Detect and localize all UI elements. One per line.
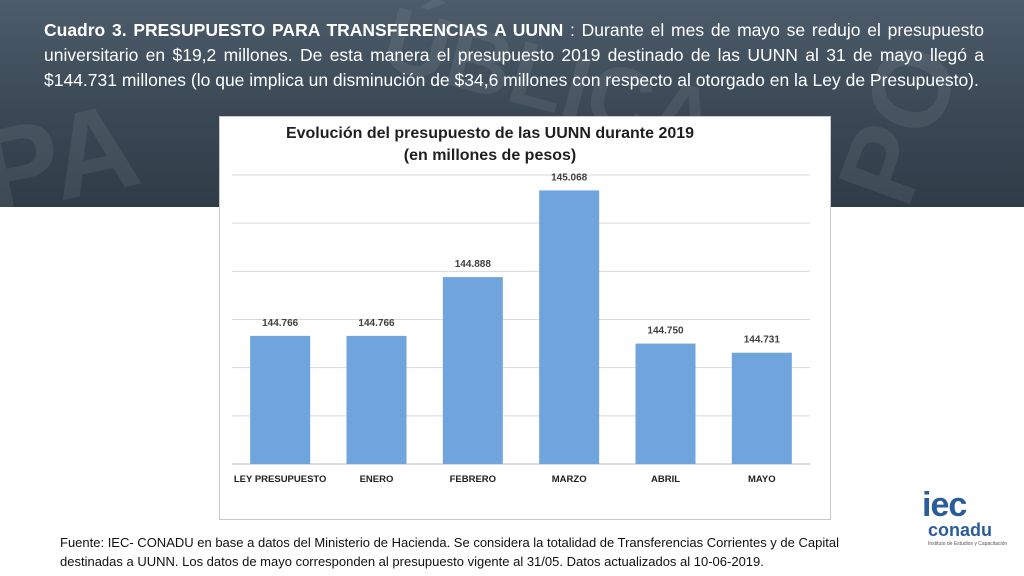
intro-paragraph: Cuadro 3. PRESUPUESTO PARA TRANSFERENCIA… bbox=[44, 18, 984, 93]
data-label: 144.750 bbox=[647, 326, 684, 337]
x-tick-label: ABRIL bbox=[651, 474, 680, 485]
logo-brand-top: iec bbox=[922, 486, 967, 524]
watermark-graphic: PA bbox=[0, 77, 151, 207]
x-tick-label: MARZO bbox=[552, 474, 587, 485]
intro-label: Cuadro 3. PRESUPUESTO PARA TRANSFERENCIA… bbox=[44, 20, 564, 40]
intro-text: : Durante el mes de mayo se redujo el pr… bbox=[44, 20, 984, 90]
bar-abril bbox=[635, 343, 696, 464]
chart-title-line2: (en millones de pesos) bbox=[403, 147, 577, 164]
iec-conadu-logo: iec conadu Instituto de Estudios y Capac… bbox=[920, 486, 1020, 552]
bar-febrero bbox=[442, 277, 503, 464]
logo-subtitle: Instituto de Estudios y Capacitación bbox=[928, 541, 1008, 547]
x-tick-label: ENERO bbox=[360, 474, 394, 485]
x-tick-label: LEY PRESUPUESTO bbox=[234, 474, 327, 485]
logo-brand-bottom: conadu bbox=[928, 520, 993, 540]
chart-container: Evolución del presupuesto de las UUNN du… bbox=[219, 116, 831, 520]
data-label: 144.888 bbox=[455, 259, 492, 270]
chart-title-line1: Evolución del presupuesto de las UUNN du… bbox=[285, 125, 695, 142]
chart-title: Evolución del presupuesto de las UUNN du… bbox=[220, 123, 760, 167]
x-tick-label: FEBRERO bbox=[450, 474, 496, 485]
data-label: 144.766 bbox=[262, 318, 299, 329]
source-note: Fuente: IEC- CONADU en base a datos del … bbox=[60, 535, 839, 569]
bar-chart: 144.766 LEY PRESUPUESTO 144.766 ENERO 144.88… bbox=[232, 172, 810, 485]
data-label: 144.731 bbox=[744, 335, 781, 346]
bar-marzo bbox=[539, 190, 600, 464]
data-label: 144.766 bbox=[358, 318, 395, 329]
x-tick-label: MAYO bbox=[748, 474, 776, 485]
bar-ley-presupuesto bbox=[250, 335, 311, 464]
bar-enero bbox=[346, 335, 407, 464]
bar-mayo bbox=[731, 352, 792, 464]
data-label: 145.068 bbox=[551, 172, 588, 183]
